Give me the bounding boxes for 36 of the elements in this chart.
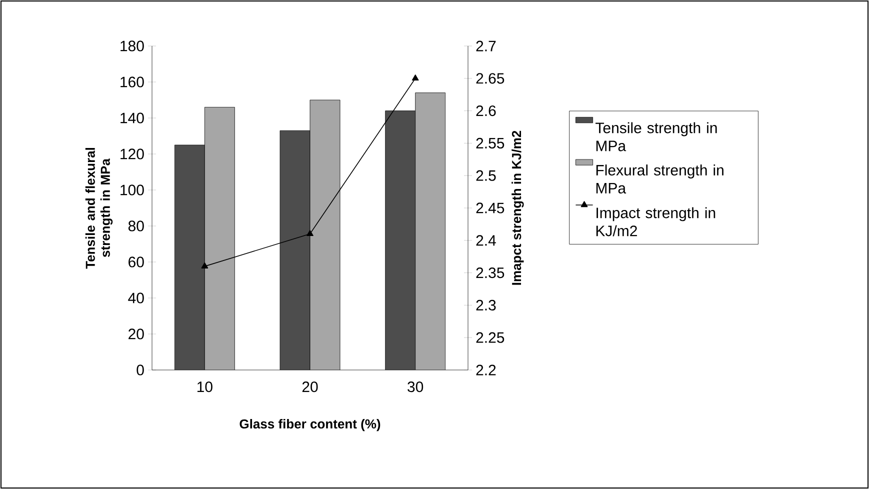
y-tick-label: 80 — [128, 220, 144, 232]
y2-axis-title: Imapct strength in KJ/m2 — [512, 130, 524, 285]
y2-tick-label: 2.6 — [476, 105, 496, 116]
y2-tick-label: 2.35 — [476, 267, 504, 278]
y-tick-label: 40 — [128, 292, 144, 304]
y2-tick-label: 2.3 — [476, 300, 496, 310]
legend-label: Impact strength in KJ/m2 — [596, 207, 716, 236]
legend-label: Tensile strength in MPa — [596, 122, 717, 152]
y2-tick-label: 2.2 — [476, 364, 496, 376]
y2-tick-label: 2.45 — [476, 202, 504, 214]
y-tick-label: 160 — [120, 76, 144, 88]
y-tick-label: 140 — [120, 112, 144, 124]
y-tick-label: 120 — [120, 148, 144, 160]
point — [412, 74, 419, 81]
y2-tick-label: 2.5 — [476, 170, 496, 181]
point — [306, 230, 314, 236]
bar — [385, 110, 416, 370]
y-tick-label: 180 — [120, 40, 144, 52]
bar — [280, 130, 310, 370]
x-tick-label: 20 — [302, 382, 318, 392]
y-tick-label: 60 — [128, 256, 144, 268]
y2-tick-label: 2.25 — [476, 332, 504, 343]
y-tick-label: 100 — [120, 184, 144, 196]
y2-tick-label: 2.4 — [476, 235, 496, 246]
y2-tick-label: 2.55 — [476, 138, 504, 148]
y2-tick-label: 2.65 — [476, 73, 504, 84]
x-tick-label: 10 — [197, 382, 212, 392]
y-axis-title: Tensile and flexural strength in MPa — [85, 148, 113, 269]
x-axis-title: Glass fiber content (%) — [240, 419, 380, 432]
y-tick-label: 0 — [136, 364, 144, 376]
bar — [174, 144, 205, 370]
legend-label: Flexural strength in MPa — [596, 164, 724, 194]
y-tick-label: 20 — [128, 328, 144, 340]
point — [201, 262, 208, 268]
x-tick-label: 30 — [408, 382, 424, 392]
y2-tick-label: 2.7 — [476, 40, 496, 52]
